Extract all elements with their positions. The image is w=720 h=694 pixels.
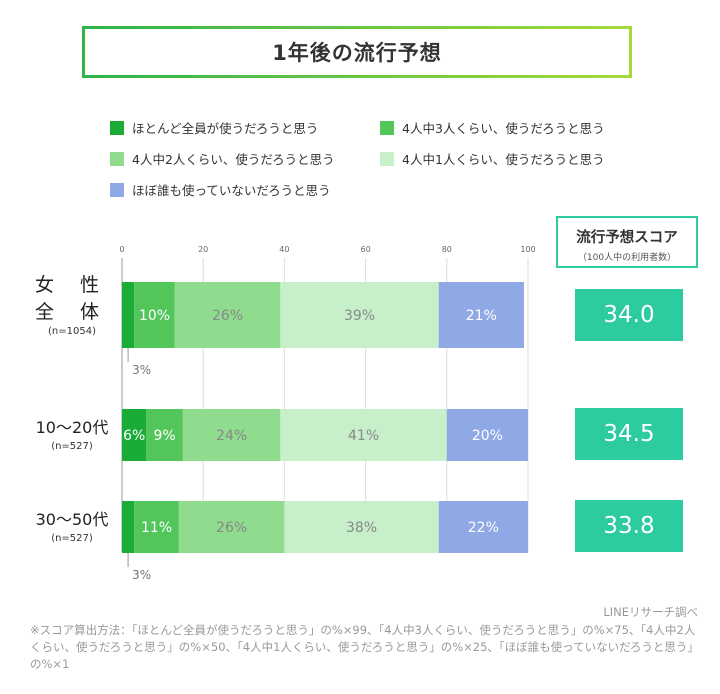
data-label-3-5: 22% <box>468 520 499 536</box>
bar-3-seg-3 <box>178 501 285 553</box>
bar-2-seg-1 <box>122 409 147 461</box>
legend-label-2: 4人中3人くらい、使うだろうと思う <box>402 121 605 136</box>
x-tick-label-80: 80 <box>442 245 452 254</box>
legend-swatch-2 <box>380 120 394 135</box>
legend-item-3: 4人中2人くらい、使うだろうと思う <box>110 149 335 168</box>
x-tick-label-60: 60 <box>361 245 371 254</box>
legend-item-4: 4人中1人くらい、使うだろうと思う <box>380 149 605 168</box>
bar-2-seg-5 <box>446 409 528 461</box>
chart-title: 1年後の流行予想 <box>272 41 442 65</box>
bar-1-seg-4 <box>280 282 439 348</box>
bar-1-seg-1 <box>122 282 135 348</box>
x-tick-label-20: 20 <box>198 245 208 254</box>
group-label-3-line1: 30〜50代 <box>35 510 109 529</box>
x-tick-label-0: 0 <box>119 245 124 254</box>
legend-swatch-4 <box>380 151 394 166</box>
score-box-3: 33.8 <box>575 500 683 552</box>
bar-3-seg-4 <box>284 501 439 553</box>
score-header-title: 流行予想スコア <box>576 230 678 246</box>
group-label-2-line1: 10〜20代 <box>35 418 109 437</box>
legend-item-1: ほとんど全員が使うだろうと思う <box>110 118 318 137</box>
data-label-3-1: 3% <box>132 568 151 582</box>
data-label-1-1: 3% <box>132 363 151 377</box>
group-label-3: 30〜50代 (n=527) <box>18 507 126 544</box>
bar-1-seg-2 <box>134 282 175 348</box>
bar-2-seg-3 <box>182 409 281 461</box>
legend-label-4: 4人中1人くらい、使うだろうと思う <box>402 152 605 167</box>
legend-label-3: 4人中2人くらい、使うだろうと思う <box>132 152 335 167</box>
bar-2-seg-4 <box>280 409 447 461</box>
data-label-1-4: 39% <box>344 308 375 324</box>
bar-2-seg-2 <box>146 409 183 461</box>
data-label-3-2: 11% <box>141 520 172 536</box>
source-note: LINEリサーチ調べ <box>603 605 698 619</box>
footnote: ※スコア算出方法：「ほとんど全員が使うだろうと思う」の%×99、「4人中3人くら… <box>30 623 699 671</box>
bar-1-seg-3 <box>174 282 281 348</box>
data-label-1-2: 10% <box>139 308 170 324</box>
group-label-1-n: (n=1054) <box>48 326 96 337</box>
legend-item-5: ほぼ誰も使っていないだろうと思う <box>110 180 331 199</box>
bar-3-seg-1 <box>122 501 135 553</box>
group-label-2-n: (n=527) <box>51 441 93 452</box>
data-label-3-4: 38% <box>346 520 377 536</box>
group-label-1: 女 性 全 体 (n=1054) <box>22 272 122 337</box>
group-label-1-line1: 女 性 <box>34 274 110 296</box>
score-box-2: 34.5 <box>575 408 683 460</box>
x-tick-label-40: 40 <box>279 245 289 254</box>
bar-3-seg-2 <box>134 501 179 553</box>
data-label-1-3: 26% <box>212 308 243 324</box>
legend-label-1: ほとんど全員が使うだろうと思う <box>132 121 319 136</box>
x-tick-label-100: 100 <box>520 245 535 254</box>
legend-label-5: ほぼ誰も使っていないだろうと思う <box>132 183 331 198</box>
data-label-3-3: 26% <box>216 520 247 536</box>
score-header: 流行予想スコア （100人中の利用者数） <box>556 216 698 268</box>
data-label-2-3: 24% <box>216 428 247 444</box>
bar-3-seg-5 <box>438 501 528 553</box>
legend-item-2: 4人中3人くらい、使うだろうと思う <box>380 118 605 137</box>
legend-swatch-1 <box>110 120 124 135</box>
data-label-2-2: 9% <box>154 428 176 444</box>
data-label-2-5: 20% <box>472 428 503 444</box>
data-label-2-1: 6% <box>123 428 145 444</box>
legend-swatch-3 <box>110 151 124 166</box>
group-label-3-n: (n=527) <box>51 533 93 544</box>
score-box-1: 34.0 <box>575 289 683 341</box>
group-label-1-line2: 全 体 <box>34 301 110 323</box>
legend-swatch-5 <box>110 182 124 197</box>
data-label-1-5: 21% <box>466 308 497 324</box>
data-label-2-4: 41% <box>348 428 379 444</box>
title-box: 1年後の流行予想 <box>82 26 632 78</box>
bar-1-seg-5 <box>438 282 524 348</box>
group-label-2: 10〜20代 (n=527) <box>18 415 126 452</box>
score-header-subtitle: （100人中の利用者数） <box>577 253 677 263</box>
